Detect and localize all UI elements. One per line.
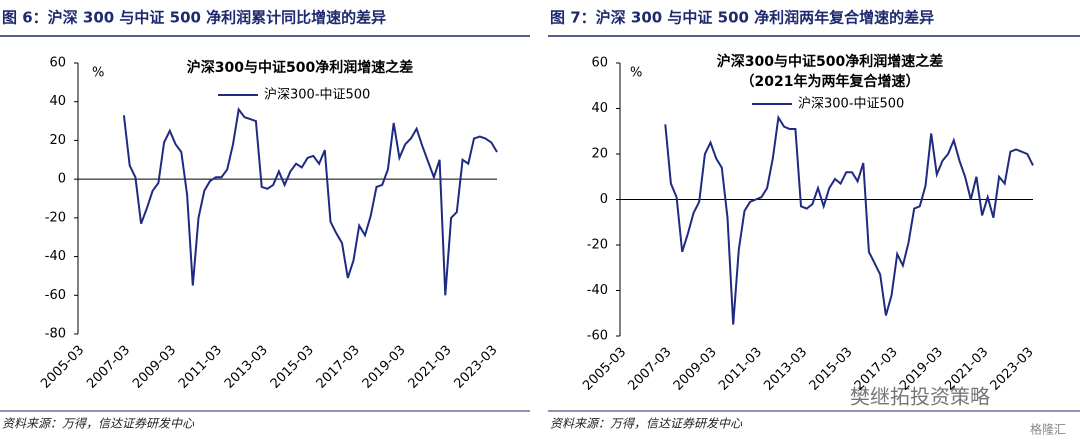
x-tick-label: 2023-03	[452, 343, 501, 392]
y-tick-label: 60	[49, 56, 66, 71]
x-tick-label: 2017-03	[314, 343, 363, 392]
y-tick-label: 40	[49, 94, 66, 109]
legend-label: 沪深300-中证500	[264, 87, 370, 103]
y-tick-label: -80	[45, 327, 66, 342]
source: 资料来源：万得，信达证券研发中心	[2, 417, 195, 431]
x-tick-label: 2013-03	[761, 345, 810, 394]
y-unit: %	[630, 66, 642, 81]
x-tick-label: 2007-03	[626, 345, 675, 394]
line	[122, 107, 498, 296]
y-tick-label: -40	[45, 249, 66, 264]
x-tick-label: 2023-03	[988, 345, 1037, 394]
x-tick-label: 2011-03	[716, 345, 765, 394]
y-tick-label: 60	[591, 56, 608, 71]
figure-title: 图 7：沪深 300 与中证 500 净利润两年复合增速的差异	[550, 9, 934, 27]
y-tick-label: -20	[45, 210, 66, 225]
chart-title: 沪深300与中证500净利润增速之差	[717, 53, 943, 70]
x-tick-label: 2007-03	[84, 343, 133, 392]
y-unit: %	[92, 66, 104, 81]
x-tick-label: 2005-03	[580, 345, 629, 394]
x-tick-label: 2019-03	[360, 343, 409, 392]
figure-title: 图 6：沪深 300 与中证 500 净利润累计同比增速的差异	[2, 9, 386, 27]
x-tick-label: 2015-03	[268, 343, 317, 392]
y-tick-label: -40	[587, 283, 608, 298]
x-tick-label: 2013-03	[222, 343, 271, 392]
y-tick-label: 0	[600, 192, 608, 207]
legend-label: 沪深300-中证500	[798, 96, 904, 112]
x-tick-label: 2005-03	[38, 343, 87, 392]
watermark: 樊继拓投资策略	[850, 385, 990, 409]
source: 资料来源：万得，信达证券研发中心	[550, 417, 743, 431]
y-tick-label: -60	[587, 329, 608, 344]
y-tick-label: 20	[49, 133, 66, 148]
x-tick-label: 2009-03	[130, 343, 179, 392]
line	[664, 114, 1034, 325]
logo: 格隆汇	[1030, 422, 1066, 437]
y-tick-label: 40	[591, 101, 608, 116]
y-tick-label: -20	[587, 238, 608, 253]
x-tick-label: 2011-03	[176, 343, 225, 392]
chart-title: 沪深300与中证500净利润增速之差	[187, 59, 413, 76]
x-tick-label: 2009-03	[671, 345, 720, 394]
y-tick-label: 20	[591, 147, 608, 162]
chart-subtitle: （2021年为两年复合增速）	[741, 73, 920, 90]
x-tick-label: 2015-03	[807, 345, 856, 394]
y-tick-label: -60	[45, 288, 66, 303]
y-tick-label: 0	[58, 172, 66, 187]
x-tick-label: 2021-03	[406, 343, 455, 392]
